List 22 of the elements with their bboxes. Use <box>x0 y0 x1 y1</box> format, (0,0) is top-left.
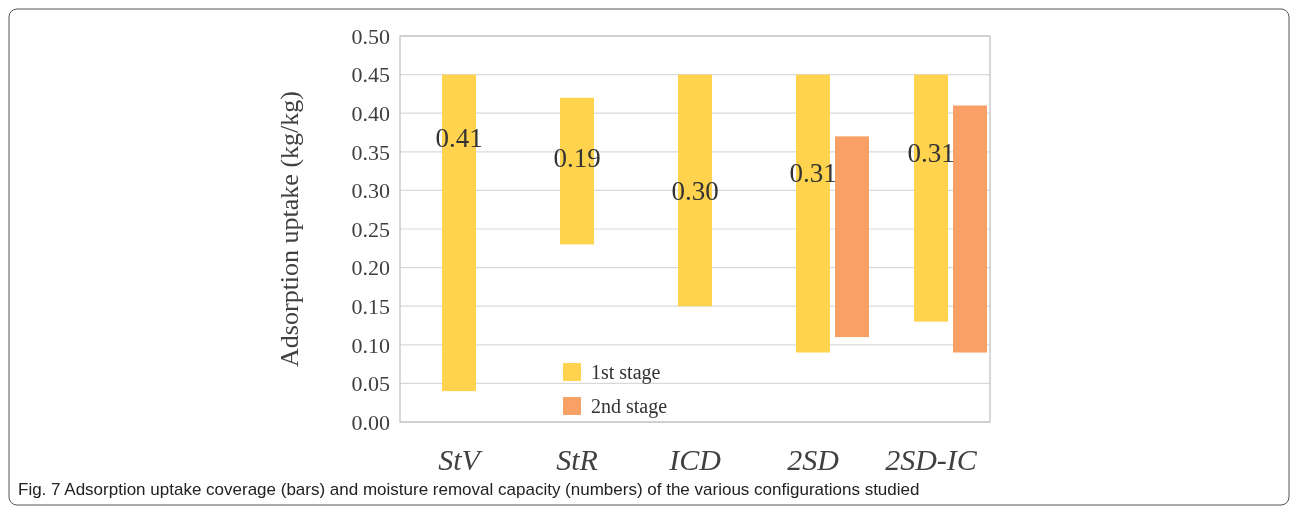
y-tick-label: 0.40 <box>351 100 390 126</box>
x-tick-label: StV <box>438 443 484 476</box>
y-tick-label: 0.00 <box>351 409 390 435</box>
legend-label: 2nd stage <box>591 395 668 418</box>
y-tick-label: 0.45 <box>351 62 390 88</box>
y-tick-label: 0.10 <box>351 332 390 358</box>
caption: Fig. 7 Adsorption uptake coverage (bars) and moisture removal capacity (numbers) of the various configurations studied <box>18 480 920 499</box>
y-tick-label: 0.25 <box>351 216 390 242</box>
bar <box>953 105 987 353</box>
y-axis-title: Adsorption uptake (kg/kg) <box>275 91 304 367</box>
y-tick-label: 0.05 <box>351 371 390 397</box>
y-tick-label: 0.30 <box>351 178 390 204</box>
y-tick-label: 0.20 <box>351 255 390 281</box>
y-tick-label: 0.35 <box>351 139 390 165</box>
legend-label: 1st stage <box>591 361 661 384</box>
x-tick-label: ICD <box>668 443 722 476</box>
bar <box>835 136 869 338</box>
y-tick-label: 0.50 <box>351 23 390 49</box>
x-tick-label: 2SD <box>787 443 840 476</box>
x-tick-label: StR <box>556 443 598 476</box>
y-tick-label: 0.15 <box>351 293 390 319</box>
x-tick-label: 2SD-IC <box>885 443 978 476</box>
